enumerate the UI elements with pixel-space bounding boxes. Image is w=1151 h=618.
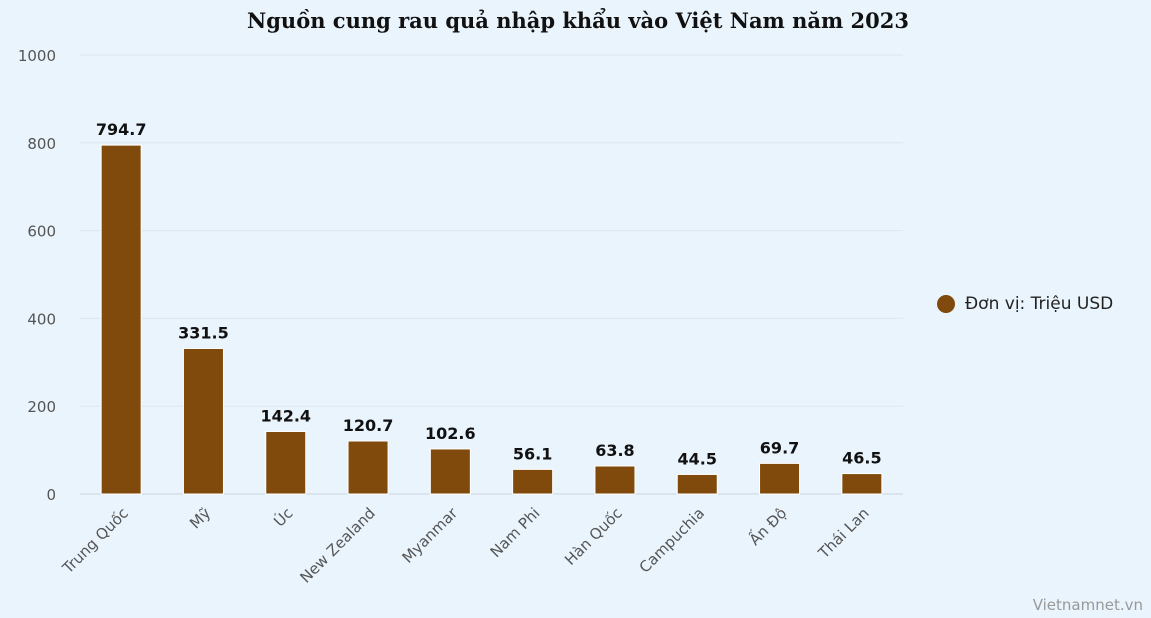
bar[interactable] [100,144,142,495]
y-tick-label: 200 [27,398,56,416]
x-tick-label: Úc [270,503,297,530]
bar[interactable] [594,465,636,495]
legend-label: Đơn vị: Triệu USD [965,294,1114,314]
bar-value-label: 56.1 [513,444,552,463]
bar[interactable] [182,347,224,495]
bar[interactable] [347,440,389,495]
y-axis-ticks: 0 200 400 600 800 1000 [18,47,56,504]
data-labels: 794.7 331.5 142.4 120.7 102.6 56.1 63.8 44.5 69.… [96,120,882,468]
bar-value-label: 120.7 [343,416,394,435]
x-tick-label: Mỹ [186,504,214,532]
source-credit: Vietnamnet.vn [1032,596,1143,614]
bar[interactable] [841,473,883,495]
bar-value-label: 44.5 [678,449,717,468]
x-tick-label: Campuchia [636,504,708,576]
bar-value-label: 142.4 [260,406,311,425]
bar[interactable] [512,468,554,495]
x-tick-label: Trung Quốc [58,504,132,578]
legend[interactable]: Đơn vị: Triệu USD [937,294,1113,314]
bar[interactable] [265,430,307,495]
y-tick-label: 1000 [18,47,56,65]
bar-value-label: 46.5 [842,449,881,468]
bar[interactable] [676,473,718,495]
bar[interactable] [759,462,801,495]
y-tick-label: 600 [27,223,56,241]
bar-value-label: 102.6 [425,424,476,443]
bar[interactable] [429,448,471,495]
legend-swatch [937,295,955,313]
x-tick-label: New Zealand [296,504,378,586]
y-tick-label: 0 [46,486,56,504]
bar-value-label: 794.7 [96,120,147,139]
x-tick-label: Thái Lan [814,504,873,563]
y-tick-label: 400 [27,310,56,328]
x-tick-label: Ấn Độ [743,502,790,549]
bars [100,144,883,495]
bar-value-label: 63.8 [595,441,634,460]
chart-title: Nguồn cung rau quả nhập khẩu vào Việt Na… [247,8,909,33]
x-tick-label: Myanmar [399,504,462,567]
x-tick-label: Hàn Quốc [561,504,626,569]
bar-value-label: 69.7 [760,438,799,457]
bar-value-label: 331.5 [178,323,229,342]
y-tick-label: 800 [27,135,56,153]
x-axis-ticks: Trung Quốc Mỹ Úc New Zealand Myanmar Nam Phi H… [58,502,872,587]
x-tick-label: Nam Phi [487,504,544,561]
